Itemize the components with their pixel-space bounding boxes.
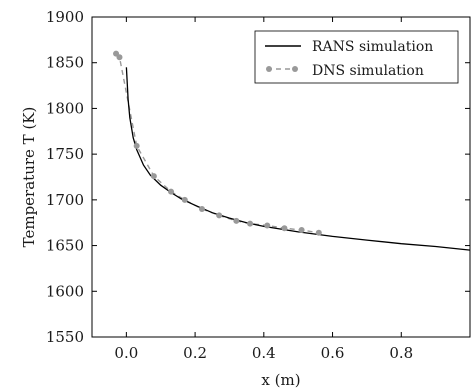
x-tick-label: 0.2 [183,344,207,362]
dns-data-point [116,54,123,61]
x-tick-label: 0.8 [389,344,413,362]
y-tick-label: 1750 [46,145,84,163]
dns-data-point [168,188,175,195]
dns-data-point [315,229,322,236]
x-tick-label: 0.6 [321,344,345,362]
dns-data-point [181,196,188,203]
legend-box [254,30,459,84]
dns-data-point [150,173,157,180]
y-tick-label: 1900 [46,8,84,26]
y-tick-label: 1700 [46,191,84,209]
legend-dns-label: DNS simulation [312,63,424,79]
dns-data-point [298,227,305,234]
dns-data-point [216,212,223,219]
dns-data-point [233,217,240,224]
dns-data-point [264,222,271,229]
y-tick-label: 1550 [46,328,84,346]
legend-rans-label: RANS simulation [312,39,433,55]
legend-dns-marker-left [266,66,272,72]
x-axis-label: x (m) [261,371,300,389]
dns-data-point [281,225,288,232]
y-tick-label: 1600 [46,282,84,300]
plot-frame [91,16,471,338]
rans-series-line [125,67,471,251]
x-tick-label: 0.4 [252,344,276,362]
y-tick-label: 1800 [46,99,84,117]
legend-dns-marker-right [292,66,298,72]
y-tick-label: 1850 [46,54,84,72]
dns-data-point [133,142,140,149]
y-axis-label: Temperature T (K) [20,107,38,248]
dns-data-point [247,220,254,227]
legend: RANS simulation DNS simulation [254,30,459,84]
x-tick-label: 0.0 [114,344,138,362]
dns-data-point [198,206,205,212]
y-tick-label: 1650 [46,237,84,255]
